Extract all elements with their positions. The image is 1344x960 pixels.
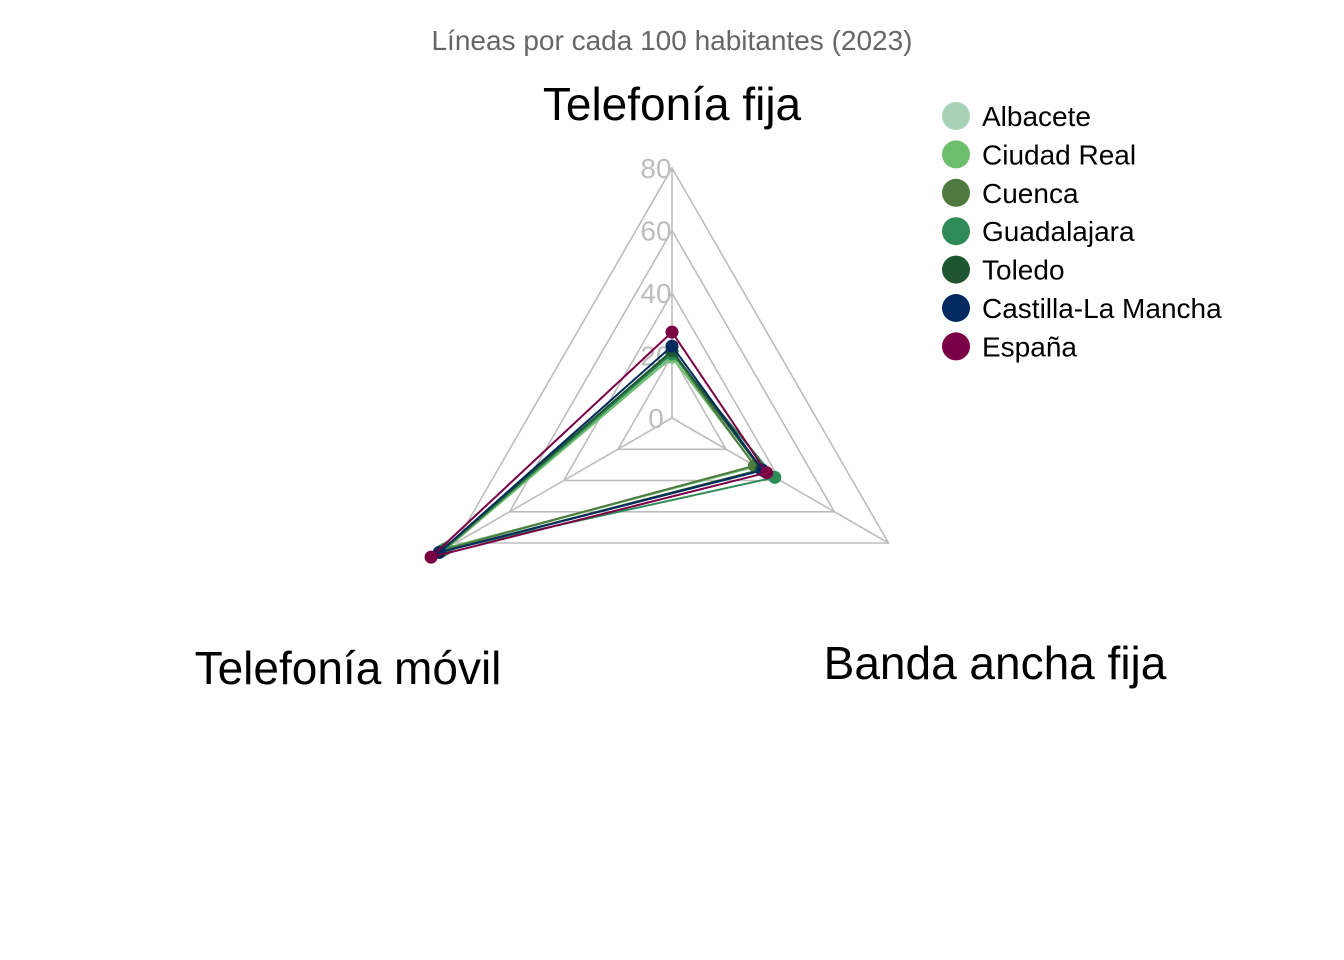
legend-swatch-albacete — [942, 102, 970, 130]
grid-ring-60 — [508, 228, 836, 513]
series-line-cuenca — [443, 351, 756, 551]
series-line-toledo — [438, 349, 763, 554]
legend-item-ciudad-real: Ciudad Real — [942, 139, 1136, 170]
series-layer — [424, 325, 782, 564]
series-espana — [424, 325, 774, 564]
series-line-castilla-la-mancha — [438, 345, 764, 554]
tick-label-0: 0 — [648, 403, 664, 434]
axis-title-telefonia-movil: Telefonía móvil — [195, 642, 502, 694]
legend-label-espana: España — [982, 331, 1077, 362]
spoke-telefonia-movil — [455, 417, 673, 544]
legend-item-guadalajara: Guadalajara — [942, 216, 1135, 247]
data-point-espana-telefonia-movil — [424, 550, 438, 564]
legend-swatch-toledo — [942, 255, 970, 284]
legend-label-toledo: Toledo — [982, 255, 1065, 286]
legend: Albacete Ciudad Real Cuenca Guadalajara Tole… — [942, 101, 1222, 362]
legend-swatch-cuenca — [942, 178, 970, 207]
tick-label-60: 60 — [640, 216, 671, 247]
legend-swatch-ciudad-real — [942, 140, 970, 169]
axis-title-telefonia-fija: Telefonía fija — [543, 78, 802, 130]
legend-label-ciudad-real: Ciudad Real — [982, 139, 1136, 170]
grid-ring-20 — [616, 353, 728, 451]
legend-item-castilla-la-mancha: Castilla-La Mancha — [942, 293, 1222, 324]
legend-item-toledo: Toledo — [942, 255, 1065, 286]
legend-swatch-guadalajara — [942, 217, 970, 246]
legend-item-albacete: Albacete — [942, 101, 1091, 132]
data-point-espana-telefonia-fija — [665, 325, 679, 339]
data-point-castilla-la-mancha-telefonia-fija — [665, 339, 679, 353]
legend-label-albacete: Albacete — [982, 101, 1091, 132]
legend-swatch-espana — [942, 332, 970, 361]
legend-label-guadalajara: Guadalajara — [982, 216, 1135, 247]
legend-item-espana: España — [942, 331, 1077, 362]
chart-subtitle: Líneas por cada 100 habitantes (2023) — [431, 25, 912, 56]
series-guadalajara — [435, 347, 782, 558]
legend-label-castilla-la-mancha: Castilla-La Mancha — [982, 293, 1222, 324]
axis-title-banda-ancha-fija: Banda ancha fija — [824, 637, 1167, 689]
legend-swatch-castilla-la-mancha — [942, 294, 970, 322]
series-line-ciudad-real — [446, 356, 757, 549]
legend-label-cuenca: Cuenca — [982, 178, 1079, 209]
grid-ring-80 — [454, 166, 890, 544]
legend-item-cuenca: Cuenca — [942, 178, 1079, 209]
data-point-espana-banda-ancha-fija — [760, 466, 774, 480]
series-line-espana — [430, 331, 768, 559]
grid-ring-40 — [562, 291, 782, 482]
tick-label-40: 40 — [640, 278, 671, 309]
tick-label-80: 80 — [640, 153, 671, 184]
